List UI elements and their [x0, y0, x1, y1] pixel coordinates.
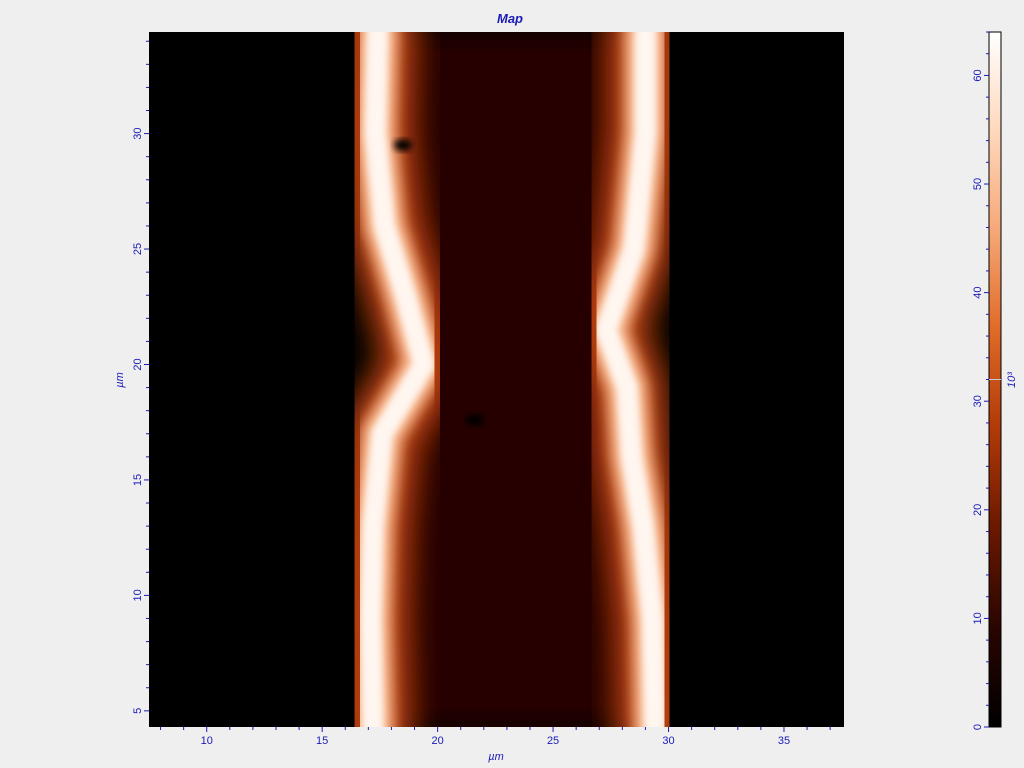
colorbar-tick-label: 60	[972, 69, 984, 81]
colorbar-label: 10³	[1006, 372, 1018, 388]
chart-title: Map	[497, 11, 523, 26]
gap-region	[370, 32, 655, 727]
colorbar-tick-label: 0	[972, 724, 984, 730]
colorbar: 0 10 20 30 40 50 60 10³	[972, 31, 1018, 730]
x-tick-label: 15	[316, 735, 328, 747]
y-tick-label: 15	[132, 474, 144, 486]
y-tick-label: 30	[132, 127, 144, 139]
right-band-core	[595, 32, 666, 727]
heatmap-area[interactable]	[149, 32, 844, 727]
y-tick-label: 25	[132, 243, 144, 255]
x-axis-label: µm	[488, 751, 504, 763]
colorbar-tick-label: 30	[972, 395, 984, 407]
y-axis: 5 10 15 20 25 30	[132, 40, 149, 714]
x-tick-label: 25	[547, 735, 559, 747]
dark-spot-1	[393, 139, 412, 152]
x-tick-label: 10	[201, 735, 213, 747]
y-tick-label: 5	[132, 708, 144, 714]
y-tick-label: 10	[132, 589, 144, 601]
colorbar-tick-label: 10	[972, 612, 984, 624]
x-tick-label: 35	[778, 735, 790, 747]
x-tick-label: 30	[662, 735, 674, 747]
dark-spot-2	[465, 413, 484, 426]
colorbar-ticks: 0 10 20 30 40 50 60	[972, 31, 989, 730]
heatmap-features	[330, 32, 695, 727]
y-axis-label: µm	[114, 372, 126, 388]
colorbar-tick-label: 20	[972, 504, 984, 516]
colorbar-tick-label: 40	[972, 287, 984, 299]
x-axis: 10 15 20 25 30 35	[160, 727, 831, 747]
x-tick-label: 20	[431, 735, 443, 747]
colorbar-tick-label: 50	[972, 178, 984, 190]
y-tick-label: 20	[132, 358, 144, 370]
left-band-core	[359, 32, 435, 727]
